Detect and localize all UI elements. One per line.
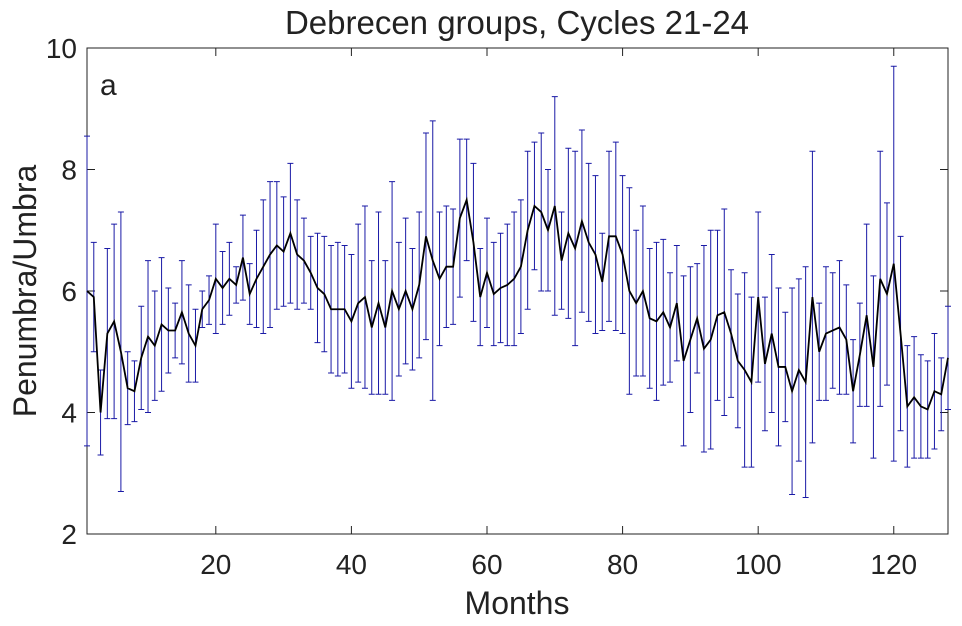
x-tick-label: 120	[870, 549, 917, 580]
plot-frame	[86, 47, 949, 535]
chart-title: Debrecen groups, Cycles 21-24	[285, 4, 749, 41]
mean-line	[86, 196, 949, 413]
x-tick-label: 80	[607, 549, 638, 580]
y-tick-label: 2	[61, 519, 77, 550]
x-tick-label: 20	[200, 549, 231, 580]
y-tick-label: 8	[61, 155, 77, 186]
panel-label: a	[100, 69, 117, 102]
y-axis-label: Penumbra/Umbra	[7, 165, 43, 418]
x-tick-label: 40	[336, 549, 367, 580]
x-tick-label: 100	[735, 549, 782, 580]
x-axis-label: Months	[465, 585, 570, 621]
y-tick-label: 6	[61, 276, 77, 307]
y-tick-label: 4	[61, 398, 77, 429]
y-tick-label: 10	[46, 33, 77, 64]
x-tick-label: 60	[471, 549, 502, 580]
